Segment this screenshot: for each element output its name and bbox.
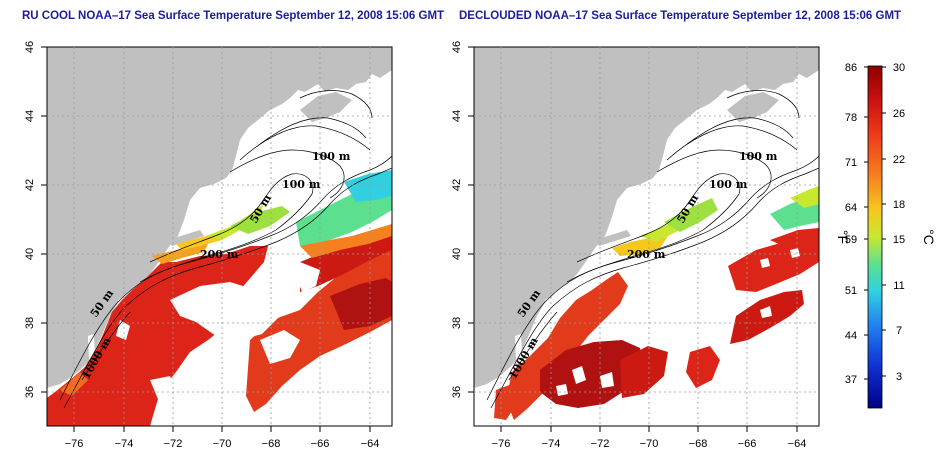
map-left-frame [46, 46, 393, 427]
contour-label: 200 m [200, 248, 239, 261]
celsius-tick-label: 22 [893, 154, 905, 166]
contour-label: 100 m [312, 150, 351, 163]
y-tick-label: 42 [451, 179, 463, 191]
map-right-long-island [595, 230, 631, 246]
map-right-frame [473, 46, 820, 427]
contour-label: 100 m [282, 178, 321, 191]
map-left-x-tick-labels: −76 −74 −72 −70 −68 −66 −64 [65, 438, 380, 450]
y-tick-label: 42 [24, 179, 36, 191]
fahrenheit-tick-label: 71 [845, 157, 857, 169]
contour-label: 200 m [627, 248, 666, 261]
contour-label: 100 m [739, 150, 778, 163]
y-tick-label: 40 [24, 248, 36, 260]
x-tick-label: −76 [65, 438, 84, 450]
x-tick-label: −64 [361, 438, 380, 450]
x-tick-label: −66 [311, 438, 330, 450]
celsius-tick-label: 26 [893, 108, 905, 120]
colorbar: 86 78 71 64 59 51 44 37 30 26 22 18 15 1… [835, 62, 937, 409]
y-tick-label: 38 [24, 317, 36, 329]
y-tick-label: 36 [24, 386, 36, 398]
fahrenheit-tick-label: 78 [845, 112, 857, 124]
map-right-graticule [474, 47, 819, 426]
colorbar-celsius-labels: 30 26 22 18 15 11 7 3 [893, 62, 905, 383]
map-left-long-island [168, 230, 204, 246]
x-tick-label: −76 [492, 438, 511, 450]
map-right-land [474, 47, 819, 388]
map-left: 100 m 100 m 50 m 200 m 50 m 1000 m −76 −… [24, 41, 393, 450]
fahrenheit-tick-label: 51 [845, 285, 857, 297]
x-tick-label: −68 [262, 438, 281, 450]
map-right-x-tick-labels: −76 −74 −72 −70 −68 −66 −64 [492, 438, 807, 450]
colorbar-ticks [864, 66, 886, 380]
fahrenheit-tick-label: 59 [845, 234, 857, 246]
celsius-tick-label: 7 [896, 325, 902, 337]
celsius-tick-label: 3 [896, 371, 902, 383]
fahrenheit-tick-label: 64 [845, 202, 857, 214]
y-tick-label: 46 [451, 41, 463, 53]
colorbar-fahrenheit-labels: 86 78 71 64 59 51 44 37 [845, 62, 857, 386]
celsius-tick-label: 18 [893, 199, 905, 211]
y-tick-label: 40 [451, 248, 463, 260]
map-right-nova-scotia [727, 92, 779, 122]
celsius-tick-label: 11 [893, 280, 904, 292]
map-title-right: DECLOUDED NOAA–17 Sea Surface Temperatur… [459, 10, 902, 22]
x-tick-label: −74 [542, 438, 561, 450]
x-tick-label: −68 [689, 438, 708, 450]
map-right: 100 m 100 m 50 m 200 m 50 m 1000 m −76 −… [451, 41, 820, 450]
y-tick-label: 46 [24, 41, 36, 53]
map-left-x-axis [73, 426, 371, 432]
map-right-x-axis [500, 426, 798, 432]
contour-label: 100 m [709, 178, 748, 191]
fahrenheit-tick-label: 86 [845, 62, 857, 74]
celsius-unit-label: °C [921, 229, 937, 245]
map-right-sst [494, 186, 819, 420]
map-left-nova-scotia [300, 92, 352, 122]
map-left-y-axis [41, 46, 47, 393]
x-tick-label: −70 [213, 438, 232, 450]
map-left-sst [47, 170, 392, 426]
y-tick-label: 36 [451, 386, 463, 398]
x-tick-label: −72 [591, 438, 610, 450]
fahrenheit-tick-label: 37 [845, 374, 857, 386]
x-tick-label: −72 [164, 438, 183, 450]
map-right-y-axis [468, 46, 474, 393]
map-right-contours [486, 90, 819, 409]
fahrenheit-tick-label: 44 [845, 330, 857, 342]
map-title-left: RU COOL NOAA–17 Sea Surface Temperature … [22, 10, 445, 22]
x-tick-label: −70 [640, 438, 659, 450]
map-left-graticule [47, 47, 392, 426]
colorbar-ramp [867, 65, 883, 409]
map-left-y-tick-labels: 36 38 40 42 44 46 [24, 41, 36, 398]
y-tick-label: 44 [24, 110, 36, 122]
map-right-y-tick-labels: 36 38 40 42 44 46 [451, 41, 463, 398]
y-tick-label: 38 [451, 317, 463, 329]
map-left-land [47, 47, 392, 388]
celsius-tick-label: 15 [893, 234, 905, 246]
map-left-contours [59, 90, 392, 409]
x-tick-label: −64 [788, 438, 807, 450]
x-tick-label: −74 [115, 438, 134, 450]
y-tick-label: 44 [451, 110, 463, 122]
x-tick-label: −66 [738, 438, 757, 450]
fahrenheit-unit-label: °F [835, 230, 851, 244]
celsius-tick-label: 30 [893, 62, 905, 74]
